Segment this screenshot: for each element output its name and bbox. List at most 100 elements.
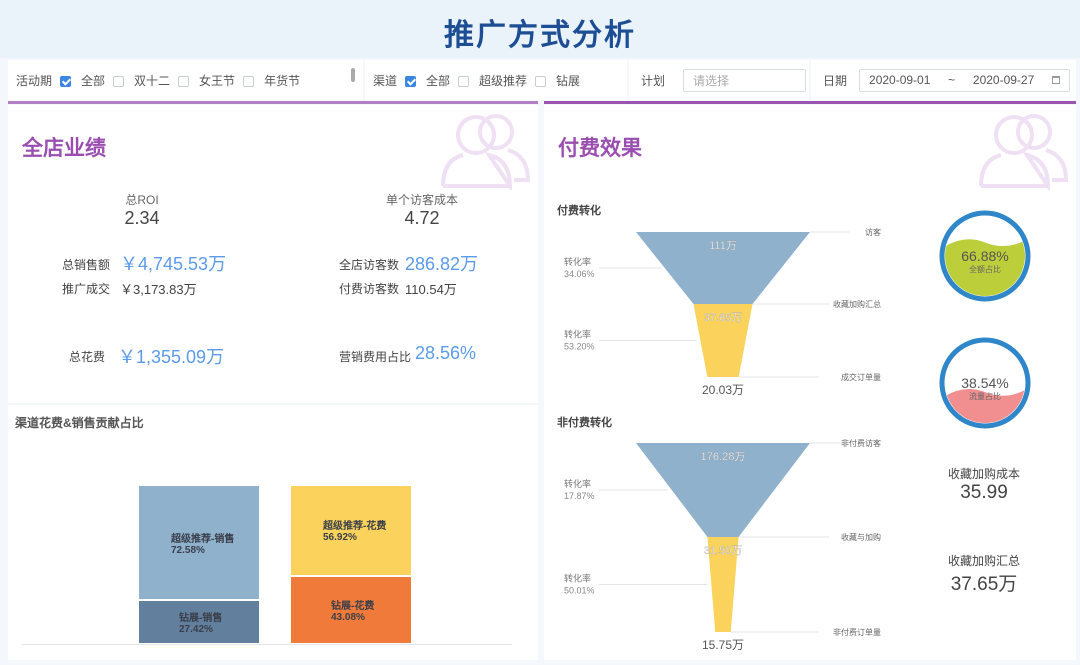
- scrollbar[interactable]: [351, 68, 355, 82]
- panel-title: 全店业绩: [22, 137, 106, 160]
- gauge-ring: [939, 337, 1031, 429]
- rate-label: 转化率: [564, 478, 591, 489]
- stage-name: 访客: [865, 227, 881, 237]
- segment-name: 超级推荐-花费: [323, 521, 387, 533]
- rate-value: 53.20%: [564, 342, 595, 352]
- plan-filter: 计划 请选择: [629, 60, 809, 100]
- bar-segment[interactable]: 超级推荐-销售 72.58%: [138, 485, 260, 601]
- paid-visitors-label: 付费访客数: [339, 282, 400, 296]
- checkbox-label[interactable]: 女王节: [199, 73, 236, 88]
- gauge-charts: 66.88%全额占比 38.54%流量占比: [939, 210, 1031, 429]
- checkbox-label[interactable]: 年货节: [264, 73, 301, 88]
- checkbox-label[interactable]: 全部: [81, 73, 106, 88]
- user-watermark-icon: [979, 114, 1069, 190]
- gauge-ring: [939, 210, 1031, 302]
- store-performance-panel: 全店业绩 总ROI 2.34 单个访客成本 4.72 总销售额 ￥4,745.53万…: [8, 105, 538, 403]
- gauge-label: 全额占比: [969, 264, 1001, 274]
- user-watermark-icon: [441, 114, 531, 190]
- segment-label: 43.08%: [331, 611, 365, 623]
- stage-name: 非付费访客: [841, 438, 881, 448]
- x-axis: [22, 644, 512, 645]
- funnel-segment: [636, 232, 810, 304]
- free-funnel-title: 非付费转化: [557, 417, 612, 429]
- checkbox-label[interactable]: 超级推荐: [479, 73, 528, 88]
- segment-label: 27.42%: [179, 624, 213, 636]
- date-end: 2020-09-27: [972, 73, 1035, 87]
- segment-name: 钻展-花费: [331, 600, 375, 612]
- marketing-ratio-value: 28.56%: [415, 343, 477, 363]
- activity-filter: 活动期 全部 双十二 女王节 年货节: [8, 60, 363, 100]
- funnel-segment: [693, 304, 753, 377]
- panel-title: 付费效果: [558, 137, 642, 160]
- plan-select[interactable]: 请选择: [683, 68, 807, 92]
- paid-funnel-title: 付费转化: [557, 205, 601, 217]
- chart-title: 渠道花费&销售贡献占比: [15, 416, 144, 430]
- stage-value: 111万: [709, 240, 737, 252]
- paid-effect-panel: 付费效果 付费转化 非付费转化 转化率 34.06% 转化率 53.20% 访客 111万…: [544, 105, 1076, 660]
- total-spend-value: ￥1,355.09万: [118, 347, 225, 367]
- fav-cost-value: 35.99: [960, 482, 1008, 503]
- stage-name: 收藏与加购: [841, 532, 881, 542]
- paid-visitors-value: 110.54万: [405, 282, 457, 297]
- stage-value: 37.65万: [704, 312, 743, 324]
- promo-deal-label: 推广成交: [62, 282, 111, 296]
- bar-segment[interactable]: 超级推荐-花费 56.92%: [290, 485, 412, 576]
- bar-segment[interactable]: 钻展-花费 43.08%: [290, 575, 412, 644]
- checkbox-年货节[interactable]: [243, 75, 255, 87]
- channel-chart-panel: 渠道花费&销售贡献占比 钻展-销售 27.42% 超级推荐-销售 72.58% 钻展-花…: [8, 405, 538, 660]
- stage-name: 非付费订单量: [833, 627, 881, 637]
- total-spend-label: 总花费: [69, 350, 106, 364]
- funnel-segment: [707, 537, 739, 632]
- checkbox-超级推荐[interactable]: [458, 75, 470, 87]
- stage-name: 收藏加购汇总: [833, 299, 881, 309]
- checkbox-女王节[interactable]: [178, 75, 190, 87]
- visitor-cost-value: 4.72: [404, 208, 440, 228]
- promo-deal-value: ￥3,173.83万: [120, 282, 197, 297]
- gauge-value: 38.54%: [961, 375, 1008, 391]
- channel-label: 渠道: [373, 73, 398, 88]
- gauge-liquid: [945, 239, 1025, 296]
- channel-filter: 渠道 全部 超级推荐 钻展: [365, 60, 627, 100]
- date-start: 2020-09-01: [869, 73, 931, 87]
- store-visitors-value: 286.82万: [405, 254, 479, 274]
- funnel-segment: [636, 443, 810, 537]
- fav-cost-label: 收藏加购成本: [947, 467, 1020, 481]
- right-divider: [544, 101, 1076, 104]
- checkbox-label[interactable]: 双十二: [134, 73, 171, 88]
- checkbox-钻展[interactable]: [535, 75, 547, 87]
- checkbox-双十二[interactable]: [113, 75, 125, 87]
- fav-total-label: 收藏加购汇总: [947, 554, 1020, 568]
- checkbox-全部[interactable]: [405, 75, 417, 87]
- fav-total-value: 37.65万: [950, 574, 1018, 595]
- segment-name: 钻展-销售: [179, 613, 223, 625]
- segment-label: 72.58%: [171, 544, 205, 556]
- date-range-picker[interactable]: 2020-09-01 ~ 2020-09-27: [859, 68, 1071, 92]
- date-filter: 日期 2020-09-01 ~ 2020-09-27: [811, 60, 1076, 100]
- gauge-label: 流量占比: [969, 391, 1001, 401]
- checkbox-label[interactable]: 钻展: [556, 73, 581, 88]
- rate-value: 17.87%: [564, 491, 595, 501]
- stage-value: 31.50万: [704, 545, 743, 557]
- rate-value: 34.06%: [564, 269, 595, 279]
- stage-value: 176.28万: [701, 451, 746, 463]
- store-visitors-label: 全店访客数: [339, 258, 400, 272]
- gauge-liquid: [945, 388, 1025, 423]
- total-sales-value: ￥4,745.53万: [120, 254, 227, 274]
- marketing-ratio-label: 营销费用占比: [339, 350, 412, 364]
- rate-label: 转化率: [564, 256, 591, 267]
- checkbox-label[interactable]: 全部: [426, 73, 451, 88]
- segment-name: 超级推荐-销售: [171, 533, 235, 545]
- stage-name: 成交订单量: [841, 372, 881, 382]
- rate-label: 转化率: [564, 329, 591, 340]
- visitor-cost-label: 单个访客成本: [385, 193, 458, 207]
- rate-label: 转化率: [564, 573, 591, 584]
- date-separator: ~: [948, 73, 956, 87]
- checkbox-全部[interactable]: [60, 75, 72, 87]
- roi-value: 2.34: [124, 208, 160, 228]
- total-sales-label: 总销售额: [62, 258, 111, 272]
- rate-value: 50.01%: [564, 586, 595, 596]
- roi-label: 总ROI: [125, 193, 159, 207]
- bar-segment[interactable]: 钻展-销售 27.42%: [138, 600, 260, 644]
- segment-label: 56.92%: [323, 532, 357, 544]
